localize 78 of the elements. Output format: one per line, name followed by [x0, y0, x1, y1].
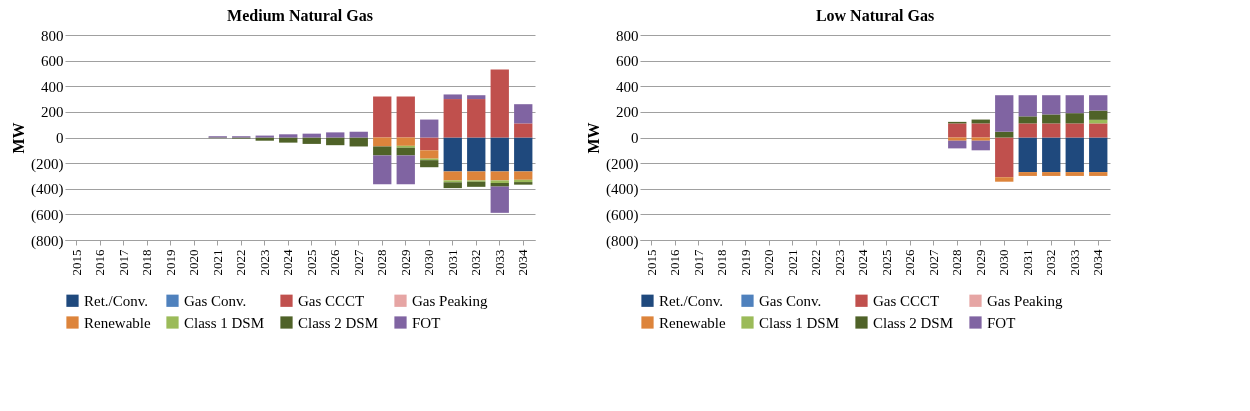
x-tick-label: 2019: [737, 249, 753, 276]
y-tick-label: (600): [606, 206, 639, 224]
x-tick-label: 2020: [761, 249, 777, 276]
y-tick-label: (400): [31, 181, 64, 199]
x-tick-label: 2030: [421, 249, 437, 276]
y-tick-label: 600: [616, 53, 639, 70]
x-tick-label: 2026: [327, 249, 343, 276]
x-tick-label: 2020: [186, 249, 202, 276]
x-tick-label: 2030: [996, 249, 1012, 276]
x-tick-label: 2015: [68, 249, 84, 276]
y-axis-title: MW: [10, 122, 28, 154]
x-tick-label: 2033: [491, 249, 507, 276]
legend-label: Ret./Conv.: [659, 292, 724, 309]
x-tick-label: 2029: [972, 249, 988, 276]
y-tick-label: 400: [616, 78, 639, 95]
y-tick-label: 600: [41, 53, 64, 70]
y-tick-label: 200: [41, 104, 64, 121]
x-tick-label: 2024: [855, 249, 871, 276]
y-tick-label: (600): [31, 206, 64, 224]
x-tick-label: 2027: [925, 249, 941, 276]
x-tick-label: 2017: [690, 249, 706, 276]
y-tick-label: (800): [31, 232, 64, 250]
x-tick-label: 2029: [397, 249, 413, 276]
x-tick-label: 2034: [515, 249, 531, 276]
x-tick-label: 2017: [115, 249, 131, 276]
x-tick-label: 2016: [667, 249, 683, 276]
x-tick-label: 2015: [643, 249, 659, 276]
x-tick-label: 2024: [280, 249, 296, 276]
y-tick-label: (200): [31, 155, 64, 173]
x-tick-label: 2027: [350, 249, 366, 276]
legend-label: Gas Conv.: [184, 292, 247, 309]
legend-label: Renewable: [659, 314, 726, 331]
x-tick-label: 2025: [878, 249, 894, 276]
y-tick-label: 200: [616, 104, 639, 121]
legend-label: Gas CCCT: [873, 292, 940, 309]
legend-label: FOT: [987, 314, 1016, 331]
legend-label: Renewable: [84, 314, 151, 331]
y-tick-label: 800: [616, 27, 639, 44]
y-tick-label: (800): [606, 232, 639, 250]
x-tick-label: 2034: [1090, 249, 1106, 276]
legend-label: FOT: [412, 314, 441, 331]
x-tick-label: 2033: [1066, 249, 1082, 276]
y-tick-label: (400): [606, 181, 639, 199]
y-axis-title: MW: [585, 122, 603, 154]
legend-label: Class 2 DSM: [873, 314, 954, 331]
x-tick-label: 2018: [714, 249, 730, 276]
legend-label: Ret./Conv.: [84, 292, 149, 309]
x-tick-label: 2028: [374, 249, 390, 276]
x-tick-label: 2032: [1043, 249, 1059, 276]
chart-title: Medium Natural Gas: [227, 7, 373, 24]
x-tick-label: 2021: [209, 249, 225, 276]
legend-label: Gas Conv.: [759, 292, 822, 309]
x-tick-label: 2031: [444, 249, 460, 276]
y-tick-label: 400: [41, 78, 64, 95]
legend-label: Gas Peaking: [987, 292, 1063, 309]
x-tick-label: 2026: [902, 249, 918, 276]
x-tick-label: 2023: [256, 249, 272, 276]
legend-label: Class 2 DSM: [298, 314, 379, 331]
x-tick-label: 2023: [831, 249, 847, 276]
legend-label: Gas Peaking: [412, 292, 488, 309]
y-tick-label: 800: [41, 27, 64, 44]
y-tick-label: 0: [56, 130, 64, 146]
x-tick-label: 2018: [139, 249, 155, 276]
x-tick-label: 2022: [808, 249, 824, 276]
x-tick-label: 2025: [303, 249, 319, 276]
legend-label: Class 1 DSM: [759, 314, 840, 331]
x-tick-label: 2031: [1019, 249, 1035, 276]
x-tick-label: 2032: [468, 249, 484, 276]
chart-title: Low Natural Gas: [815, 7, 935, 24]
x-tick-label: 2022: [233, 249, 249, 276]
x-tick-label: 2028: [949, 249, 965, 276]
x-tick-label: 2016: [92, 249, 108, 276]
y-tick-label: 0: [631, 130, 639, 146]
x-tick-label: 2021: [784, 249, 800, 276]
legend-label: Gas CCCT: [298, 292, 365, 309]
y-tick-label: (200): [606, 155, 639, 173]
legend-label: Class 1 DSM: [184, 314, 265, 331]
x-tick-label: 2019: [162, 249, 178, 276]
